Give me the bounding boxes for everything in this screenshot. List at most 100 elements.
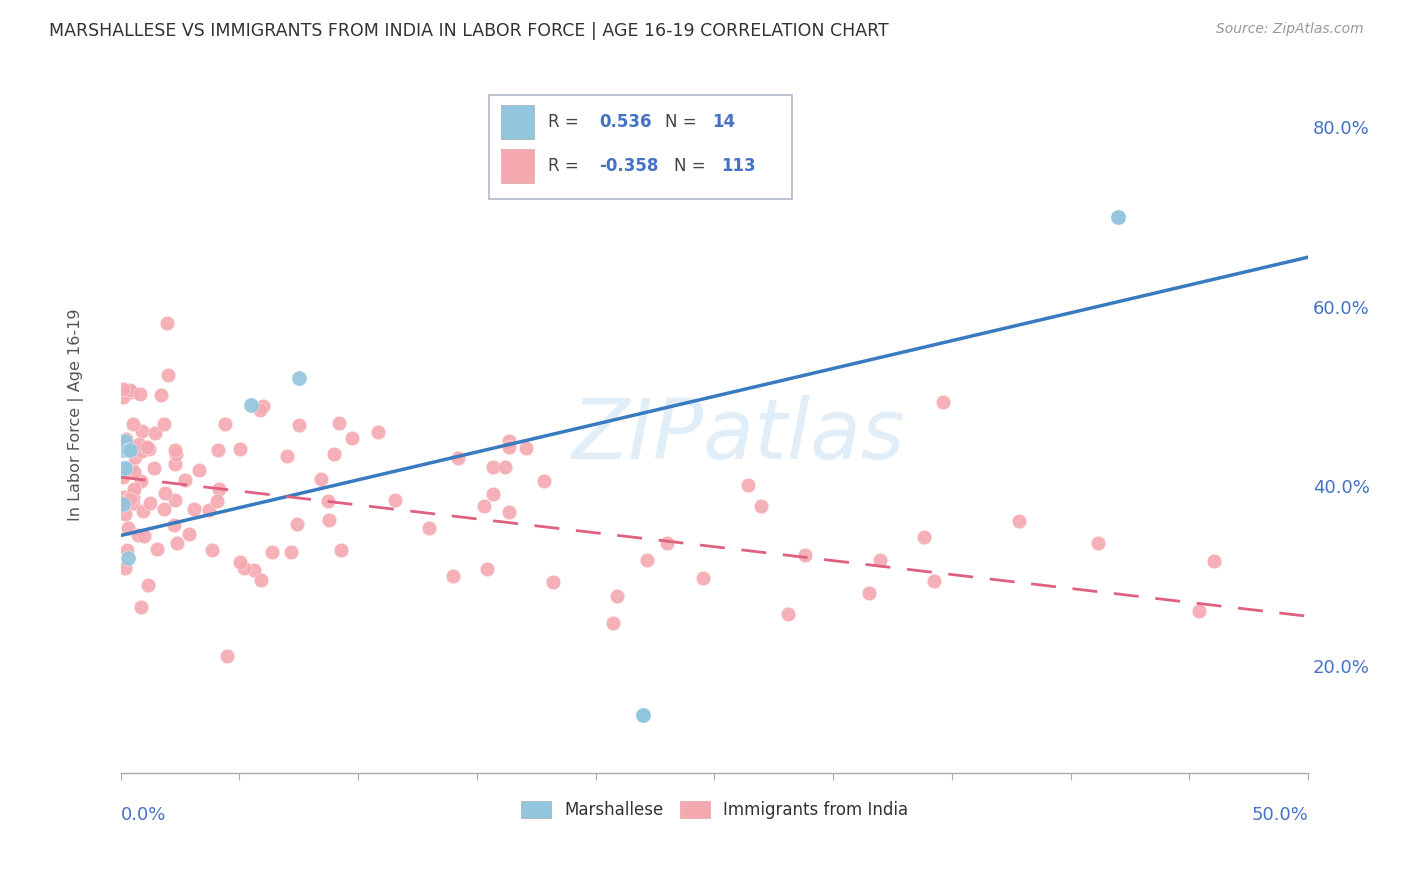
Point bbox=[117, 521, 139, 535]
Point bbox=[481, 460, 503, 475]
Point bbox=[114, 461, 136, 475]
Point bbox=[1202, 554, 1225, 568]
Point bbox=[418, 521, 440, 535]
FancyBboxPatch shape bbox=[501, 148, 534, 183]
Point bbox=[515, 441, 537, 455]
Point bbox=[136, 578, 159, 592]
Point bbox=[120, 385, 142, 400]
Point bbox=[163, 442, 186, 457]
Point bbox=[111, 390, 134, 404]
Point bbox=[153, 417, 176, 432]
Text: ZIPatlas: ZIPatlas bbox=[571, 395, 905, 476]
Point bbox=[229, 555, 252, 569]
Point bbox=[912, 531, 935, 545]
Point bbox=[533, 474, 555, 488]
Point bbox=[118, 383, 141, 397]
Point bbox=[111, 382, 134, 396]
Point bbox=[288, 418, 311, 433]
Point bbox=[114, 561, 136, 575]
Point bbox=[115, 432, 138, 446]
Text: In Labor Force | Age 16-19: In Labor Force | Age 16-19 bbox=[67, 308, 83, 521]
Point bbox=[143, 460, 166, 475]
Point bbox=[121, 488, 143, 502]
FancyBboxPatch shape bbox=[501, 104, 534, 139]
Point bbox=[150, 388, 173, 402]
Point bbox=[208, 482, 231, 496]
Text: R =: R = bbox=[548, 113, 583, 131]
Point bbox=[285, 517, 308, 532]
Point bbox=[198, 503, 221, 517]
Point bbox=[316, 494, 339, 508]
Point bbox=[122, 482, 145, 496]
FancyBboxPatch shape bbox=[489, 95, 792, 199]
Point bbox=[129, 386, 152, 401]
Point bbox=[1008, 514, 1031, 528]
Legend: Marshallese, Immigrants from India: Marshallese, Immigrants from India bbox=[513, 795, 915, 826]
Point bbox=[498, 434, 520, 448]
Point bbox=[631, 708, 654, 723]
Point bbox=[132, 528, 155, 542]
Point bbox=[498, 505, 520, 519]
Point bbox=[447, 450, 470, 465]
Point bbox=[232, 561, 254, 575]
Point bbox=[117, 550, 139, 565]
Point bbox=[139, 496, 162, 510]
Point bbox=[153, 485, 176, 500]
Point bbox=[129, 599, 152, 614]
Point bbox=[152, 502, 174, 516]
Point bbox=[207, 442, 229, 457]
Point bbox=[252, 400, 274, 414]
Point bbox=[111, 443, 134, 458]
Point bbox=[129, 474, 152, 488]
Point bbox=[441, 569, 464, 583]
Point bbox=[250, 573, 273, 587]
Point bbox=[120, 460, 142, 475]
Point bbox=[166, 536, 188, 550]
Point bbox=[869, 553, 891, 567]
Point bbox=[631, 708, 654, 723]
Point bbox=[751, 499, 773, 513]
Point bbox=[340, 431, 363, 445]
Point bbox=[276, 449, 298, 463]
Point bbox=[131, 444, 153, 458]
Point bbox=[165, 492, 187, 507]
Point bbox=[482, 487, 505, 501]
Point bbox=[177, 527, 200, 541]
Point bbox=[249, 403, 271, 417]
Text: N =: N = bbox=[665, 113, 702, 131]
Point bbox=[112, 495, 135, 509]
Point bbox=[127, 527, 149, 541]
Point bbox=[778, 607, 800, 621]
Point bbox=[121, 496, 143, 510]
Point bbox=[1188, 604, 1211, 618]
Point bbox=[692, 571, 714, 585]
Point bbox=[243, 563, 266, 577]
Text: 14: 14 bbox=[711, 113, 735, 131]
Point bbox=[1107, 210, 1129, 224]
Point bbox=[122, 465, 145, 479]
Point bbox=[541, 575, 564, 590]
Point bbox=[318, 513, 340, 527]
Text: 50.0%: 50.0% bbox=[1251, 805, 1308, 823]
Text: -0.358: -0.358 bbox=[599, 157, 658, 175]
Point bbox=[112, 490, 135, 504]
Point bbox=[280, 544, 302, 558]
Point bbox=[328, 416, 350, 430]
Text: 0.536: 0.536 bbox=[599, 113, 652, 131]
Point bbox=[229, 442, 252, 456]
Point bbox=[117, 443, 139, 458]
Point bbox=[131, 425, 153, 439]
Point bbox=[260, 545, 283, 559]
Point bbox=[737, 478, 759, 492]
Point bbox=[111, 461, 134, 475]
Point bbox=[114, 507, 136, 521]
Point bbox=[498, 440, 520, 454]
Point bbox=[214, 417, 236, 431]
Point bbox=[174, 473, 197, 487]
Point bbox=[165, 447, 187, 461]
Point bbox=[114, 434, 136, 449]
Point bbox=[636, 553, 658, 567]
Point bbox=[606, 589, 628, 603]
Point bbox=[322, 447, 344, 461]
Text: MARSHALLESE VS IMMIGRANTS FROM INDIA IN LABOR FORCE | AGE 16-19 CORRELATION CHAR: MARSHALLESE VS IMMIGRANTS FROM INDIA IN … bbox=[49, 22, 889, 40]
